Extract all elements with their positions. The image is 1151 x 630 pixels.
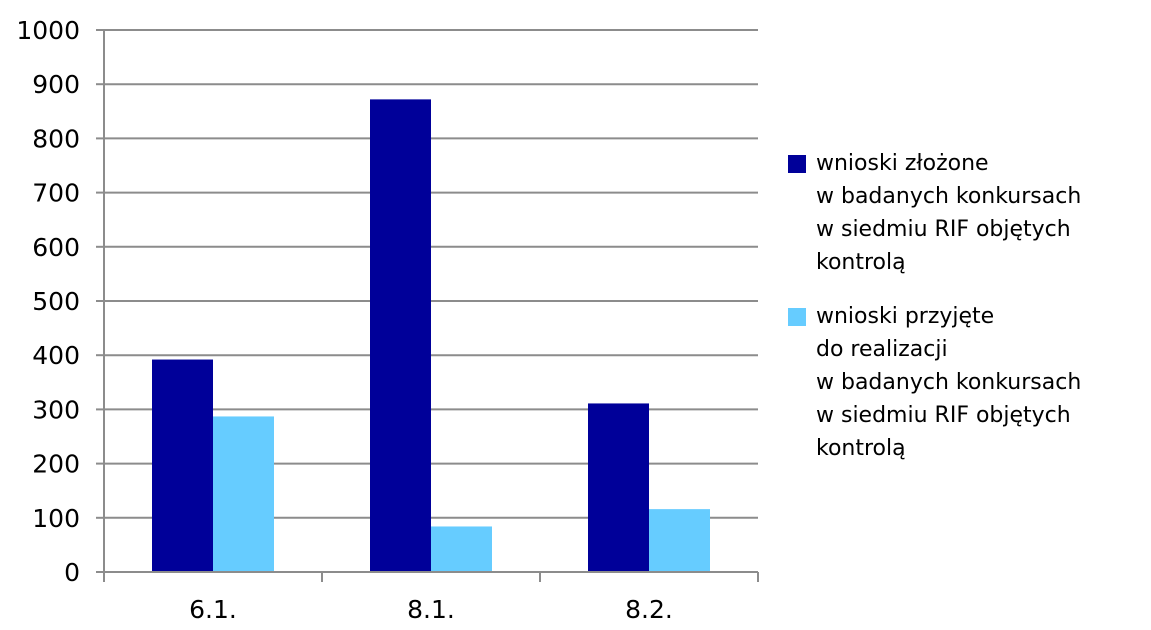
y-tick-label: 200: [32, 450, 80, 479]
y-tick-label: 100: [32, 504, 80, 533]
legend-label-submitted: wnioski złożone w badanych konkursach w …: [816, 151, 1082, 275]
x-tick-label: 8.1.: [407, 595, 455, 624]
y-tick-label: 600: [32, 233, 80, 262]
y-tick-label: 700: [32, 179, 80, 208]
y-tick-label: 300: [32, 395, 80, 424]
bars: [152, 99, 710, 572]
legend-item-accepted: wnioski przyjęte do realizacji w badanyc…: [788, 300, 1148, 465]
y-tick-label: 500: [32, 287, 80, 316]
legend: wnioski złożone w badanych konkursach w …: [788, 147, 1148, 486]
y-tick-label: 0: [64, 558, 80, 587]
y-tick-label: 400: [32, 341, 80, 370]
y-tick-label: 800: [32, 124, 80, 153]
legend-label-accepted: wnioski przyjęte do realizacji w badanyc…: [816, 304, 1082, 461]
y-axis-tick-labels: 0 100 200 300 400 500 600 700 800 900 1000: [16, 16, 80, 587]
bar-submitted-8-2: [588, 403, 649, 572]
legend-item-submitted: wnioski złożone w badanych konkursach w …: [788, 147, 1148, 279]
x-tick-label: 8.2.: [625, 595, 673, 624]
x-tick-label: 6.1.: [189, 595, 237, 624]
bar-accepted-6-1: [213, 416, 274, 572]
x-axis-tick-labels: 6.1. 8.1. 8.2.: [189, 595, 673, 624]
bar-chart: 0 100 200 300 400 500 600 700 800 900 1000 6.1. 8.1…: [16, 16, 759, 624]
bar-submitted-6-1: [152, 359, 213, 572]
bar-submitted-8-1: [370, 99, 431, 572]
legend-swatch-accepted: [788, 308, 806, 326]
axes: [103, 30, 759, 582]
y-tick-label: 1000: [16, 16, 80, 45]
legend-swatch-submitted: [788, 155, 806, 173]
bar-accepted-8-2: [649, 509, 710, 572]
bar-accepted-8-1: [431, 526, 492, 572]
y-tick-label: 900: [32, 70, 80, 99]
